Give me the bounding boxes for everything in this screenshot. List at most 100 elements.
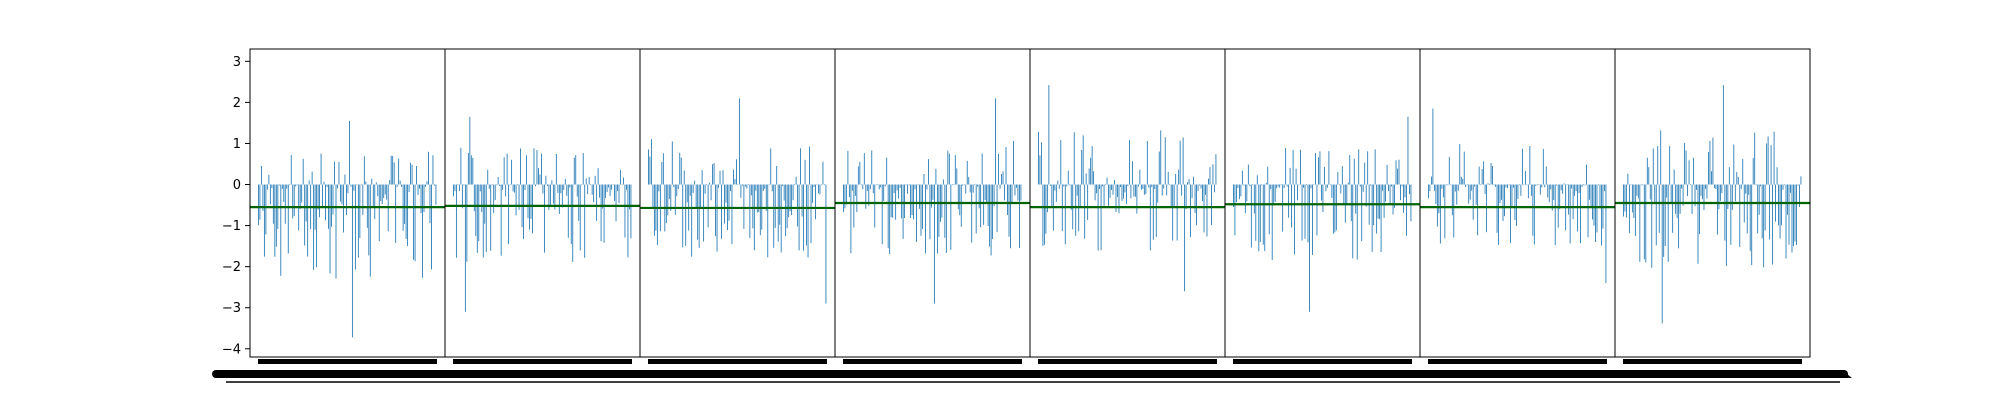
bar bbox=[712, 164, 713, 185]
bar bbox=[1081, 149, 1083, 185]
bar bbox=[564, 178, 566, 185]
bar bbox=[1547, 184, 1549, 198]
bar bbox=[825, 184, 827, 304]
panel-3 bbox=[639, 48, 836, 364]
panel-7 bbox=[1419, 48, 1616, 364]
bar bbox=[509, 184, 511, 186]
bar bbox=[877, 184, 879, 186]
bar bbox=[407, 184, 409, 247]
bar bbox=[1007, 184, 1008, 216]
bar bbox=[1004, 184, 1005, 201]
bar bbox=[1507, 184, 1508, 188]
bar bbox=[594, 175, 596, 185]
bar bbox=[572, 184, 574, 262]
bar bbox=[422, 184, 423, 278]
bar bbox=[1042, 184, 1044, 246]
bar bbox=[1776, 167, 1778, 185]
panel-x-axis-bar bbox=[1038, 359, 1217, 364]
bar bbox=[1642, 184, 1644, 186]
bar bbox=[682, 184, 684, 248]
bar bbox=[609, 184, 611, 196]
bar bbox=[1761, 184, 1763, 239]
bar bbox=[1395, 160, 1397, 185]
bar bbox=[770, 148, 772, 185]
bar bbox=[987, 184, 989, 226]
bar bbox=[369, 184, 371, 277]
bar bbox=[1152, 184, 1154, 240]
bar bbox=[1073, 132, 1075, 185]
bar bbox=[692, 184, 694, 193]
bar bbox=[1126, 184, 1127, 204]
bar bbox=[566, 184, 568, 196]
bar bbox=[1630, 184, 1632, 186]
bar bbox=[1693, 157, 1694, 185]
bar bbox=[478, 184, 480, 242]
bar bbox=[1010, 184, 1011, 249]
bar bbox=[371, 178, 373, 185]
bar bbox=[1200, 184, 1202, 189]
bar bbox=[1355, 184, 1357, 214]
bar bbox=[975, 184, 977, 234]
bar bbox=[1754, 132, 1756, 185]
bar bbox=[533, 148, 535, 185]
bar bbox=[698, 184, 700, 248]
bar bbox=[1645, 184, 1647, 263]
panel-4 bbox=[834, 48, 1031, 364]
bar bbox=[910, 184, 911, 218]
bar bbox=[493, 184, 495, 214]
panel-8 bbox=[1614, 48, 1811, 364]
bar bbox=[538, 168, 539, 185]
bar bbox=[695, 184, 697, 208]
panel-x-axis-bar bbox=[648, 359, 827, 364]
bar bbox=[1599, 184, 1601, 209]
bar bbox=[469, 116, 471, 185]
bar bbox=[1484, 184, 1486, 194]
bar bbox=[721, 184, 722, 239]
bar bbox=[1404, 184, 1406, 198]
bar bbox=[502, 184, 504, 190]
bar bbox=[916, 184, 917, 242]
bar bbox=[496, 184, 498, 186]
bar bbox=[591, 184, 593, 195]
bar bbox=[1179, 140, 1181, 185]
bar bbox=[1687, 184, 1688, 197]
bar bbox=[1243, 184, 1245, 186]
bar bbox=[1511, 184, 1513, 207]
bar bbox=[911, 184, 913, 216]
bar bbox=[932, 184, 934, 200]
bar bbox=[1696, 184, 1697, 190]
bar bbox=[1460, 176, 1462, 185]
bar bbox=[1598, 184, 1599, 186]
bar bbox=[413, 184, 414, 260]
bar bbox=[1551, 184, 1553, 211]
bar bbox=[774, 184, 776, 228]
bar bbox=[789, 184, 791, 212]
bar bbox=[1709, 140, 1711, 185]
bar bbox=[1628, 184, 1630, 234]
bar bbox=[1623, 184, 1624, 217]
bar bbox=[1465, 184, 1467, 188]
bar bbox=[1758, 184, 1760, 215]
bar bbox=[301, 184, 303, 203]
bar bbox=[307, 184, 309, 257]
bar bbox=[935, 168, 937, 185]
bar bbox=[661, 162, 663, 185]
bar bbox=[741, 184, 743, 186]
bar bbox=[764, 184, 766, 189]
bar bbox=[959, 184, 961, 216]
bar bbox=[1294, 184, 1296, 255]
bar bbox=[914, 184, 916, 190]
bar bbox=[472, 157, 474, 185]
bar bbox=[1778, 184, 1779, 226]
bar bbox=[1332, 184, 1334, 234]
bar bbox=[752, 184, 754, 229]
bar bbox=[293, 184, 295, 216]
bar bbox=[1340, 184, 1342, 194]
bar bbox=[866, 184, 868, 191]
bar bbox=[969, 184, 971, 193]
bar bbox=[1066, 184, 1068, 187]
bar bbox=[561, 184, 563, 208]
bar bbox=[1261, 184, 1263, 186]
bar bbox=[1634, 184, 1636, 237]
bar bbox=[1258, 184, 1260, 252]
